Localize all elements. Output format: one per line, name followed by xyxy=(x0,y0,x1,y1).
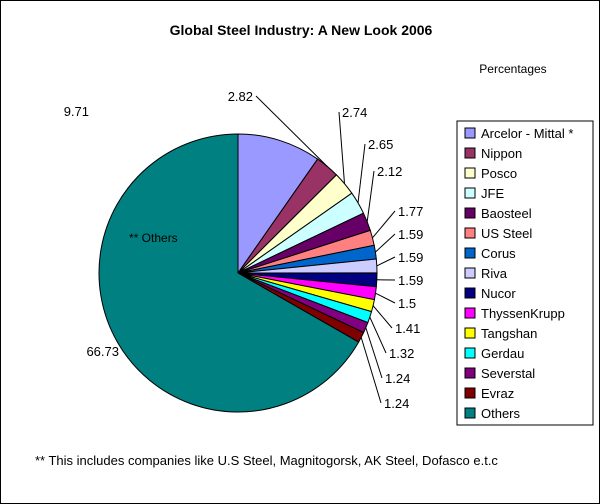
legend-swatch-us-steel xyxy=(464,227,476,239)
legend-swatch-severstal xyxy=(464,367,476,379)
legend-swatch-thyssenkrupp xyxy=(464,307,476,319)
data-label-riva: 1.59 xyxy=(398,250,423,265)
legend-label-nippon: Nippon xyxy=(481,146,522,161)
legend-label-others: Others xyxy=(481,406,521,421)
leader-line xyxy=(376,256,396,267)
data-label-evraz: 1.24 xyxy=(384,396,409,411)
legend-swatch-arcelor-mittal xyxy=(464,127,476,139)
legend-label-arcelor-mittal: Arcelor - Mittal * xyxy=(481,126,573,141)
legend-label-us-steel: US Steel xyxy=(481,226,532,241)
data-label-thyssenkrupp: 1.5 xyxy=(398,296,416,311)
legend-label-evraz: Evraz xyxy=(481,386,514,401)
leader-line xyxy=(357,143,366,203)
data-label-corus: 1.59 xyxy=(398,227,423,242)
legend-swatch-nucor xyxy=(464,287,476,299)
leader-lines xyxy=(255,95,396,404)
data-labels: 9.71 2.82 2.74 2.65 2.12 1.77 1.59 1.59 1.59 1.5 1… xyxy=(64,89,424,411)
leader-line xyxy=(338,111,345,184)
leader-line xyxy=(375,292,396,304)
legend-label-tangshan: Tangshan xyxy=(481,326,537,341)
legend-swatch-evraz xyxy=(464,387,476,399)
leader-line xyxy=(375,233,396,253)
legend-swatch-baosteel xyxy=(464,207,476,219)
leader-line xyxy=(366,170,375,222)
data-label-nippon: 2.82 xyxy=(228,89,253,104)
pie-slice-arcelor-mittal xyxy=(237,133,319,275)
data-label-posco: 2.74 xyxy=(342,105,367,120)
legend-label-thyssenkrupp: ThyssenKrupp xyxy=(481,306,565,321)
legend-swatch-tangshan xyxy=(464,327,476,339)
leader-line xyxy=(372,210,396,239)
legend-swatch-nippon xyxy=(464,147,476,159)
leader-line xyxy=(360,337,382,404)
chart-subtitle: Percentages xyxy=(479,62,546,76)
leader-line xyxy=(255,95,328,167)
legend-swatch-riva xyxy=(464,267,476,279)
legend: Arcelor - Mittal * Nippon Posco JFE Baosteel… xyxy=(456,120,594,426)
legend-swatch-gerdau xyxy=(464,347,476,359)
legend-items: Arcelor - Mittal * Nippon Posco JFE Baosteel… xyxy=(464,126,573,421)
leader-line xyxy=(365,327,383,379)
legend-swatch-posco xyxy=(464,167,476,179)
data-label-others: 66.73 xyxy=(86,344,119,359)
legend-label-riva: Riva xyxy=(481,266,508,281)
legend-label-jfe: JFE xyxy=(481,186,504,201)
data-label-arcelor-mittal: 9.71 xyxy=(64,104,89,119)
pie-slice-others xyxy=(98,133,360,413)
footnote: ** This includes companies like U.S Stee… xyxy=(35,453,498,468)
legend-label-corus: Corus xyxy=(481,246,516,261)
leader-line xyxy=(369,316,387,354)
data-label-baosteel: 2.12 xyxy=(377,164,402,179)
legend-label-gerdau: Gerdau xyxy=(481,346,524,361)
data-label-severstal: 1.24 xyxy=(385,371,410,386)
legend-swatch-jfe xyxy=(464,187,476,199)
legend-box xyxy=(456,120,594,426)
data-label-nucor: 1.59 xyxy=(398,273,423,288)
data-label-tangshan: 1.41 xyxy=(395,321,420,336)
legend-swatch-corus xyxy=(464,247,476,259)
leader-line xyxy=(372,305,393,329)
pie-slices xyxy=(98,133,378,413)
legend-label-posco: Posco xyxy=(481,166,517,181)
legend-swatch-others xyxy=(464,407,476,419)
legend-label-severstal: Severstal xyxy=(481,366,535,381)
legend-label-baosteel: Baosteel xyxy=(481,206,532,221)
chart-title: Global Steel Industry: A New Look 2006 xyxy=(170,22,433,38)
others-annotation: ** Others xyxy=(129,231,178,245)
data-label-gerdau: 1.32 xyxy=(389,346,414,361)
data-label-us-steel: 1.77 xyxy=(398,204,423,219)
legend-label-nucor: Nucor xyxy=(481,286,516,301)
data-label-jfe: 2.65 xyxy=(368,137,393,152)
